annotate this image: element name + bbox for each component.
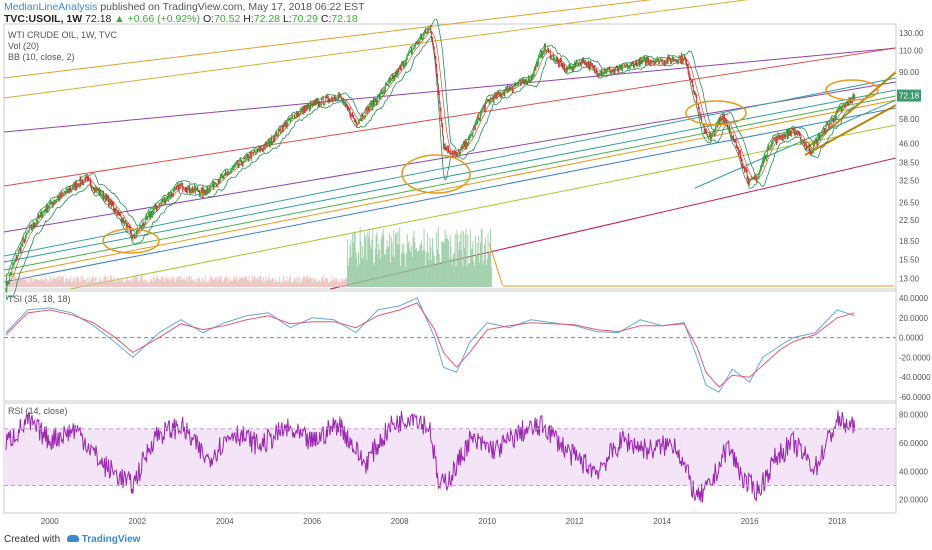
x-axis-tick-label: 2016: [741, 517, 759, 526]
trendline: [3, 107, 897, 283]
rsi-axis-tick-label: 80.0000: [899, 411, 928, 420]
x-axis-tick-label: 2010: [478, 517, 496, 526]
price-axis-tick-label: 22.50: [899, 216, 920, 225]
last-price-badge: [897, 89, 921, 102]
volume-average-line: [488, 243, 503, 286]
volume-study-label: Vol (20): [8, 41, 39, 51]
low-label: L:: [282, 13, 292, 25]
x-axis-tick-label: 2014: [653, 517, 671, 526]
trendline: [3, 95, 897, 271]
tsi-axis-tick-label: 20.0000: [899, 314, 928, 323]
rsi-series: [5, 410, 856, 503]
price-axis-tick-label: 18.50: [899, 237, 920, 246]
rsi-axis-tick-label: 20.0000: [899, 496, 928, 505]
rsi-axis-tick-label: 40.0000: [899, 467, 928, 476]
trendline: [3, 0, 653, 79]
highlight-ellipse: [685, 100, 747, 126]
highlight-group: [102, 79, 879, 254]
created-with-text: Created with: [4, 534, 61, 545]
trendline: [3, 77, 897, 257]
highlight-ellipse: [401, 154, 471, 194]
price-axis-tick-label: 46.00: [899, 140, 920, 149]
price-axis-tick-label: 38.50: [899, 159, 920, 168]
tradingview-logo-icon: [66, 535, 79, 542]
x-axis-tick-label: 2018: [828, 517, 846, 526]
price-axis-tick-label: 26.50: [899, 198, 920, 207]
trendline: [69, 124, 897, 290]
author-link[interactable]: MedianLineAnalysis: [4, 1, 98, 13]
tsi-axis-tick-label: 0.0000: [899, 334, 924, 343]
publish-line: MedianLineAnalysis published on TradingV…: [4, 1, 365, 13]
price-axis-tick-label: 110.00: [899, 47, 923, 56]
price-axis-tick-label: 90.00: [899, 68, 920, 77]
footer: Created with TradingView: [4, 534, 140, 545]
rsi-line: [5, 410, 856, 503]
tsi-axis-tick-label: -40.0000: [899, 373, 931, 382]
price-axis-tick-label: 58.00: [899, 115, 920, 124]
last-price-badge-text: 72.18: [899, 92, 920, 101]
symbol-label: TVC:USOIL, 1W: [4, 13, 83, 25]
highlight-ellipse: [102, 228, 160, 254]
tsi-axis-tick-label: 40.0000: [899, 294, 928, 303]
trendline: [3, 47, 897, 133]
y-axes: 130.00110.0090.0074.0058.0046.0038.5032.…: [4, 29, 931, 505]
tsi-series: [5, 297, 855, 393]
x-axis-tick-label: 2000: [41, 517, 59, 526]
open-label: O:: [202, 13, 215, 25]
x-axis-tick-label: 2006: [303, 517, 321, 526]
published-text: published on TradingView.com, May 17, 20…: [100, 1, 365, 13]
last-price-text: 72.18: [85, 13, 112, 25]
x-axis-tick-label: 2002: [128, 517, 146, 526]
x-axis-tick-label: 2004: [216, 517, 234, 526]
trendline: [804, 104, 897, 156]
close-value: 72.18: [331, 13, 358, 25]
x-axis-tick-label: 2012: [566, 517, 584, 526]
price-series: [5, 25, 856, 293]
x-axis-tick-label: 2008: [391, 517, 409, 526]
price-axis-tick-label: 130.00: [899, 29, 924, 38]
tradingview-brand-link[interactable]: TradingView: [81, 534, 141, 545]
trendline: [3, 0, 749, 99]
trendline: [3, 47, 897, 187]
highlight-ellipse: [825, 79, 879, 101]
high-label: H:: [243, 13, 254, 25]
tsi-axis-tick-label: -20.0000: [899, 353, 931, 362]
bb-study-label: BB (10, close, 2): [8, 52, 75, 62]
price-axis-tick-label: 13.00: [899, 274, 920, 283]
trendline: [3, 99, 897, 277]
x-axis: 2000 2002 2004 2006 2008 2010 2012 2014 2016 2018: [41, 517, 847, 526]
quote-line: TVC:USOIL, 1W 72.18 ▲ +0.66 (+0.92%) O:7…: [4, 13, 358, 25]
price-axis-tick-label: 15.50: [899, 256, 920, 265]
tsi-panel-title: TSI (35, 18, 18): [8, 294, 71, 304]
open-value: 70.52: [214, 13, 241, 25]
trendline: [694, 99, 897, 189]
close-label: C:: [320, 13, 332, 25]
low-value: 70.29: [291, 13, 318, 25]
tsi-signal-line: [5, 302, 855, 388]
change-text: +0.66 (+0.92%): [127, 13, 201, 25]
rsi-axis-tick-label: 60.0000: [899, 439, 928, 448]
rsi-panel-title: RSI (14, close): [8, 406, 68, 416]
high-value: 72.28: [253, 13, 281, 25]
price-panel-title: WTI CRUDE OIL, 1W, TVC: [8, 30, 117, 40]
tsi-axis-tick-label: -60.0000: [899, 393, 931, 402]
tsi-panel[interactable]: [3, 290, 897, 402]
up-arrow-icon: ▲: [114, 13, 125, 25]
bb-lower-line: [5, 35, 856, 302]
tsi-line: [5, 297, 855, 393]
volume-bars: [5, 227, 894, 287]
price-axis-tick-label: 32.50: [899, 177, 920, 186]
